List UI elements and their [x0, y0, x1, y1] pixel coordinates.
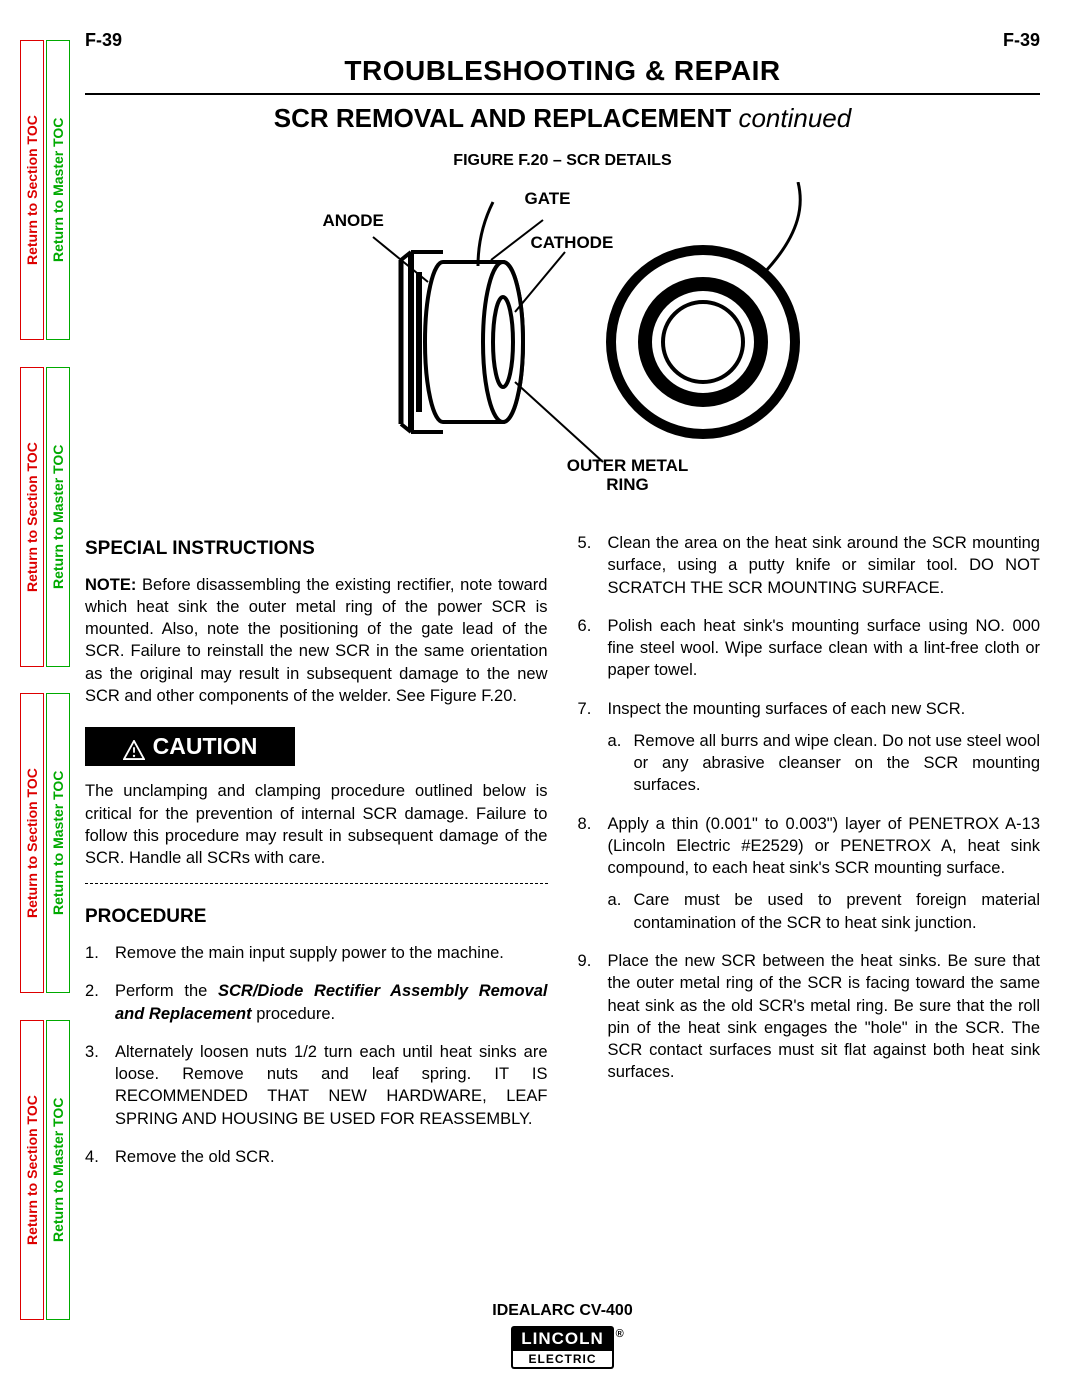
section-toc-tab-1[interactable]: Return to Section TOC — [20, 40, 44, 340]
step-7-sub: Remove all burrs and wipe clean. Do not … — [608, 730, 1041, 797]
master-toc-tab-3[interactable]: Return to Master TOC — [46, 693, 70, 993]
section-toc-tab-4[interactable]: Return to Section TOC — [20, 1020, 44, 1320]
section-toc-tab-2[interactable]: Return to Section TOC — [20, 367, 44, 667]
section-toc-column: Return to Section TOC Return to Section … — [20, 40, 44, 1320]
label-anode: ANODE — [323, 212, 384, 231]
page-number-left: F-39 — [85, 30, 122, 51]
right-column: Clean the area on the heat sink around t… — [578, 532, 1041, 1184]
step-9: Place the new SCR between the heat sinks… — [578, 950, 1041, 1084]
label-gate: GATE — [525, 190, 571, 209]
caution-banner: CAUTION — [85, 727, 295, 766]
step-5: Clean the area on the heat sink around t… — [578, 532, 1041, 599]
subtitle-continued: continued — [738, 103, 851, 133]
step-7: Inspect the mounting surfaces of each ne… — [578, 698, 1041, 797]
caution-label: CAUTION — [153, 731, 258, 762]
figure-caption: FIGURE F.20 – SCR DETAILS — [85, 152, 1040, 170]
step-1: Remove the main input supply power to th… — [85, 942, 548, 964]
two-column-body: SPECIAL INSTRUCTIONS NOTE: Before disass… — [85, 532, 1040, 1184]
page-content: F-39 F-39 TROUBLESHOOTING & REPAIR SCR R… — [85, 30, 1040, 1367]
dashed-separator — [85, 883, 548, 884]
page-title: TROUBLESHOOTING & REPAIR — [85, 55, 1040, 95]
warning-triangle-icon — [123, 737, 145, 757]
step-7a: Remove all burrs and wipe clean. Do not … — [608, 730, 1041, 797]
step-3: Alternately loosen nuts 1/2 turn each un… — [85, 1041, 548, 1130]
lincoln-logo: LINCOLN® ELECTRIC — [511, 1326, 614, 1369]
step-8: Apply a thin (0.001" to 0.003") layer of… — [578, 813, 1041, 934]
master-toc-tab-1[interactable]: Return to Master TOC — [46, 40, 70, 340]
label-outer-metal-ring: OUTER METALRING — [553, 457, 703, 494]
master-toc-column: Return to Master TOC Return to Master TO… — [46, 40, 70, 1320]
page-footer: IDEALARC CV-400 LINCOLN® ELECTRIC — [85, 1302, 1040, 1369]
subtitle-main: SCR REMOVAL AND REPLACEMENT — [274, 103, 731, 133]
note-paragraph: NOTE: Before disassembling the existing … — [85, 574, 548, 708]
label-cathode: CATHODE — [531, 234, 614, 253]
note-text: Before disassembling the existing rectif… — [85, 576, 548, 705]
special-instructions-heading: SPECIAL INSTRUCTIONS — [85, 536, 548, 562]
footer-model: IDEALARC CV-400 — [85, 1302, 1040, 1320]
side-navigation: Return to Section TOC Return to Section … — [20, 40, 72, 1320]
page-number-right: F-39 — [1003, 30, 1040, 51]
procedure-heading: PROCEDURE — [85, 904, 548, 930]
step-4: Remove the old SCR. — [85, 1146, 548, 1168]
page-subtitle: SCR REMOVAL AND REPLACEMENT continued — [85, 103, 1040, 134]
procedure-list-right: Clean the area on the heat sink around t… — [578, 532, 1041, 1084]
logo-top: LINCOLN® — [511, 1326, 614, 1351]
procedure-list-left: Remove the main input supply power to th… — [85, 942, 548, 1168]
figure-scr-details: ANODE GATE CATHODE OUTER METALRING — [243, 182, 883, 502]
step-8a: Care must be used to prevent foreign mat… — [608, 889, 1041, 934]
page-header: F-39 F-39 — [85, 30, 1040, 51]
step-6: Polish each heat sink's mounting surface… — [578, 615, 1041, 682]
section-toc-tab-3[interactable]: Return to Section TOC — [20, 693, 44, 993]
step-8-sub: Care must be used to prevent foreign mat… — [608, 889, 1041, 934]
note-label: NOTE: — [85, 576, 136, 594]
caution-text: The unclamping and clamping procedure ou… — [85, 780, 548, 869]
step-2: Perform the SCR/Diode Rectifier Assembly… — [85, 980, 548, 1025]
left-column: SPECIAL INSTRUCTIONS NOTE: Before disass… — [85, 532, 548, 1184]
master-toc-tab-4[interactable]: Return to Master TOC — [46, 1020, 70, 1320]
master-toc-tab-2[interactable]: Return to Master TOC — [46, 367, 70, 667]
logo-bottom: ELECTRIC — [511, 1351, 614, 1369]
